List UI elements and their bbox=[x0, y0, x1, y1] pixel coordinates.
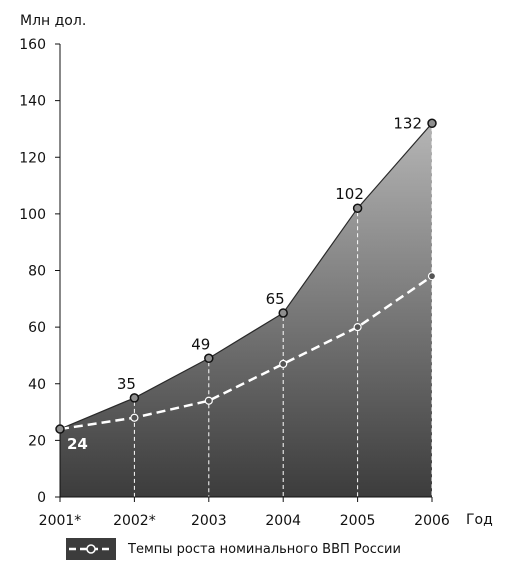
growth-line bbox=[59, 275, 433, 431]
x-tick-label: 2006 bbox=[414, 513, 450, 529]
area-point-2005 bbox=[352, 203, 363, 213]
y-tick-label: 20 bbox=[28, 433, 46, 449]
y-tick-label: 0 bbox=[37, 490, 46, 506]
x-axis-title: Год bbox=[466, 512, 493, 528]
y-axis-title: Млн дол. bbox=[20, 13, 86, 29]
data-label-2003: 49 bbox=[191, 335, 210, 353]
x-tick-label: 2003 bbox=[191, 513, 227, 529]
x-tick-label: 2005 bbox=[340, 513, 376, 529]
x-tick-label: 2001* bbox=[39, 513, 82, 529]
growth-point-2003 bbox=[204, 396, 213, 405]
x-tick-label: 2004 bbox=[265, 513, 301, 529]
data-label-2002*: 35 bbox=[117, 375, 136, 393]
area-fill bbox=[60, 123, 432, 498]
y-tick-label: 80 bbox=[28, 264, 46, 280]
y-tick-label: 100 bbox=[19, 207, 46, 223]
area-point-2003 bbox=[204, 353, 214, 364]
legend-swatch bbox=[66, 538, 116, 560]
growth-point-2005 bbox=[353, 323, 362, 332]
area-point-2004 bbox=[278, 308, 288, 318]
x-tick-label: 2002* bbox=[113, 513, 156, 529]
y-tick-label: 60 bbox=[28, 320, 46, 336]
y-tick-label: 120 bbox=[19, 150, 46, 166]
legend: Темпы роста номинального ВВП России bbox=[66, 538, 401, 560]
area-point-2006 bbox=[427, 118, 437, 129]
data-label-2001*: 24 bbox=[67, 435, 88, 453]
y-tick-label: 140 bbox=[19, 94, 46, 110]
y-tick-label: 160 bbox=[19, 37, 46, 53]
area-point-2002* bbox=[129, 393, 140, 403]
data-label-2006: 132 bbox=[393, 114, 422, 132]
legend-label: Темпы роста номинального ВВП России bbox=[128, 541, 401, 557]
data-label-2004: 65 bbox=[266, 290, 285, 308]
growth-point-2002* bbox=[130, 413, 139, 422]
growth-point-2006 bbox=[427, 272, 437, 281]
area-point-2001* bbox=[55, 424, 65, 434]
data-label-2005: 102 bbox=[335, 185, 364, 203]
area-edge-line bbox=[59, 122, 433, 430]
growth-point-2004 bbox=[279, 359, 288, 369]
y-tick-label: 40 bbox=[28, 377, 46, 393]
